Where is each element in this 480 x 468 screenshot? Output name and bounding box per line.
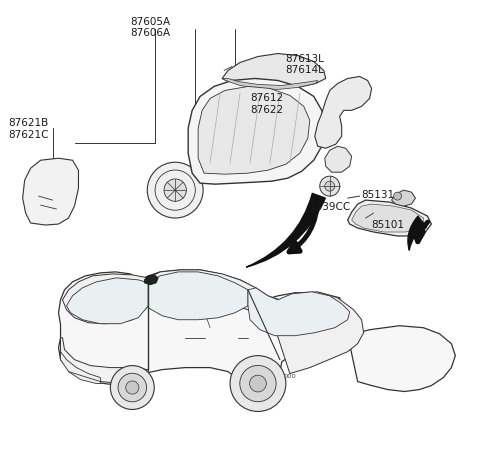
Text: 85131: 85131 bbox=[361, 190, 395, 200]
Polygon shape bbox=[148, 272, 248, 320]
Text: 87613L
87614L: 87613L 87614L bbox=[285, 53, 324, 75]
Polygon shape bbox=[325, 146, 352, 172]
Polygon shape bbox=[315, 76, 372, 148]
Text: 85101: 85101 bbox=[372, 220, 405, 230]
Polygon shape bbox=[60, 338, 148, 384]
Text: 87612
87622: 87612 87622 bbox=[250, 94, 283, 115]
Polygon shape bbox=[222, 53, 326, 89]
Polygon shape bbox=[222, 79, 318, 89]
Circle shape bbox=[126, 381, 139, 394]
Polygon shape bbox=[198, 87, 310, 174]
Polygon shape bbox=[23, 158, 79, 225]
Circle shape bbox=[320, 176, 340, 196]
Circle shape bbox=[394, 192, 401, 200]
Polygon shape bbox=[348, 200, 432, 236]
Polygon shape bbox=[62, 270, 364, 373]
Text: 87605A
87606A: 87605A 87606A bbox=[130, 17, 170, 38]
Text: 87621B
87621C: 87621B 87621C bbox=[9, 118, 49, 140]
Polygon shape bbox=[352, 204, 423, 232]
Circle shape bbox=[147, 162, 203, 218]
Polygon shape bbox=[248, 288, 349, 336]
Polygon shape bbox=[392, 190, 416, 206]
Text: 1339CC: 1339CC bbox=[310, 202, 351, 212]
Circle shape bbox=[240, 366, 276, 402]
Polygon shape bbox=[60, 351, 100, 384]
Circle shape bbox=[110, 366, 154, 410]
Polygon shape bbox=[59, 270, 456, 394]
Polygon shape bbox=[188, 79, 325, 184]
Circle shape bbox=[250, 375, 266, 392]
Circle shape bbox=[118, 373, 146, 402]
Text: ooo: ooo bbox=[284, 373, 296, 379]
Polygon shape bbox=[144, 275, 158, 285]
Circle shape bbox=[230, 356, 286, 411]
Polygon shape bbox=[67, 278, 148, 324]
Circle shape bbox=[325, 181, 335, 191]
Circle shape bbox=[164, 179, 186, 201]
